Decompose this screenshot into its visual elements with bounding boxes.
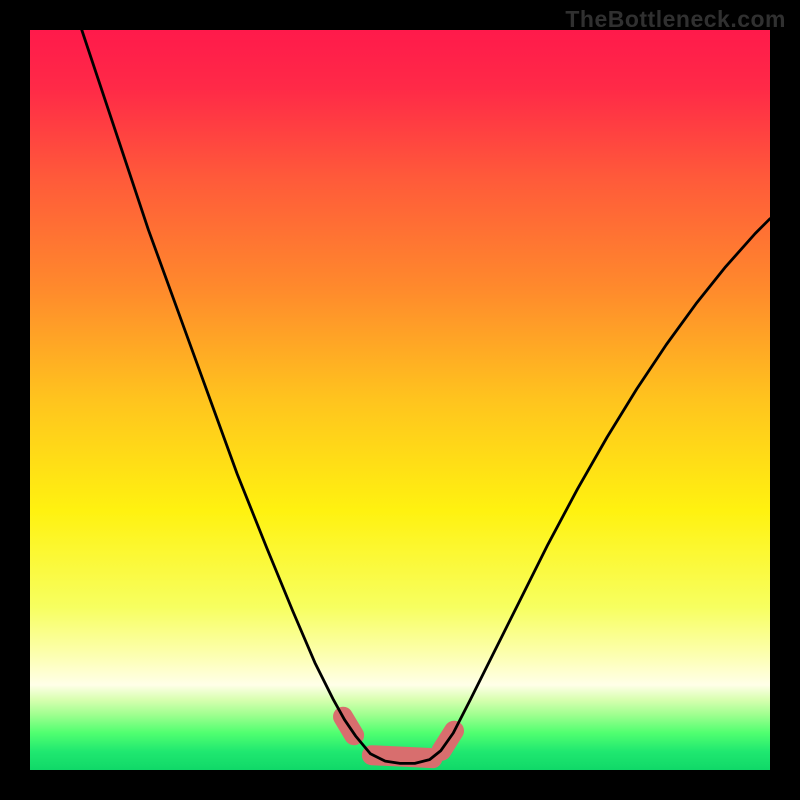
watermark-text: TheBottleneck.com [565,6,786,33]
gradient-background [30,30,770,770]
chart-frame: TheBottleneck.com [0,0,800,800]
chart-svg [30,30,770,770]
plot-area [30,30,770,770]
